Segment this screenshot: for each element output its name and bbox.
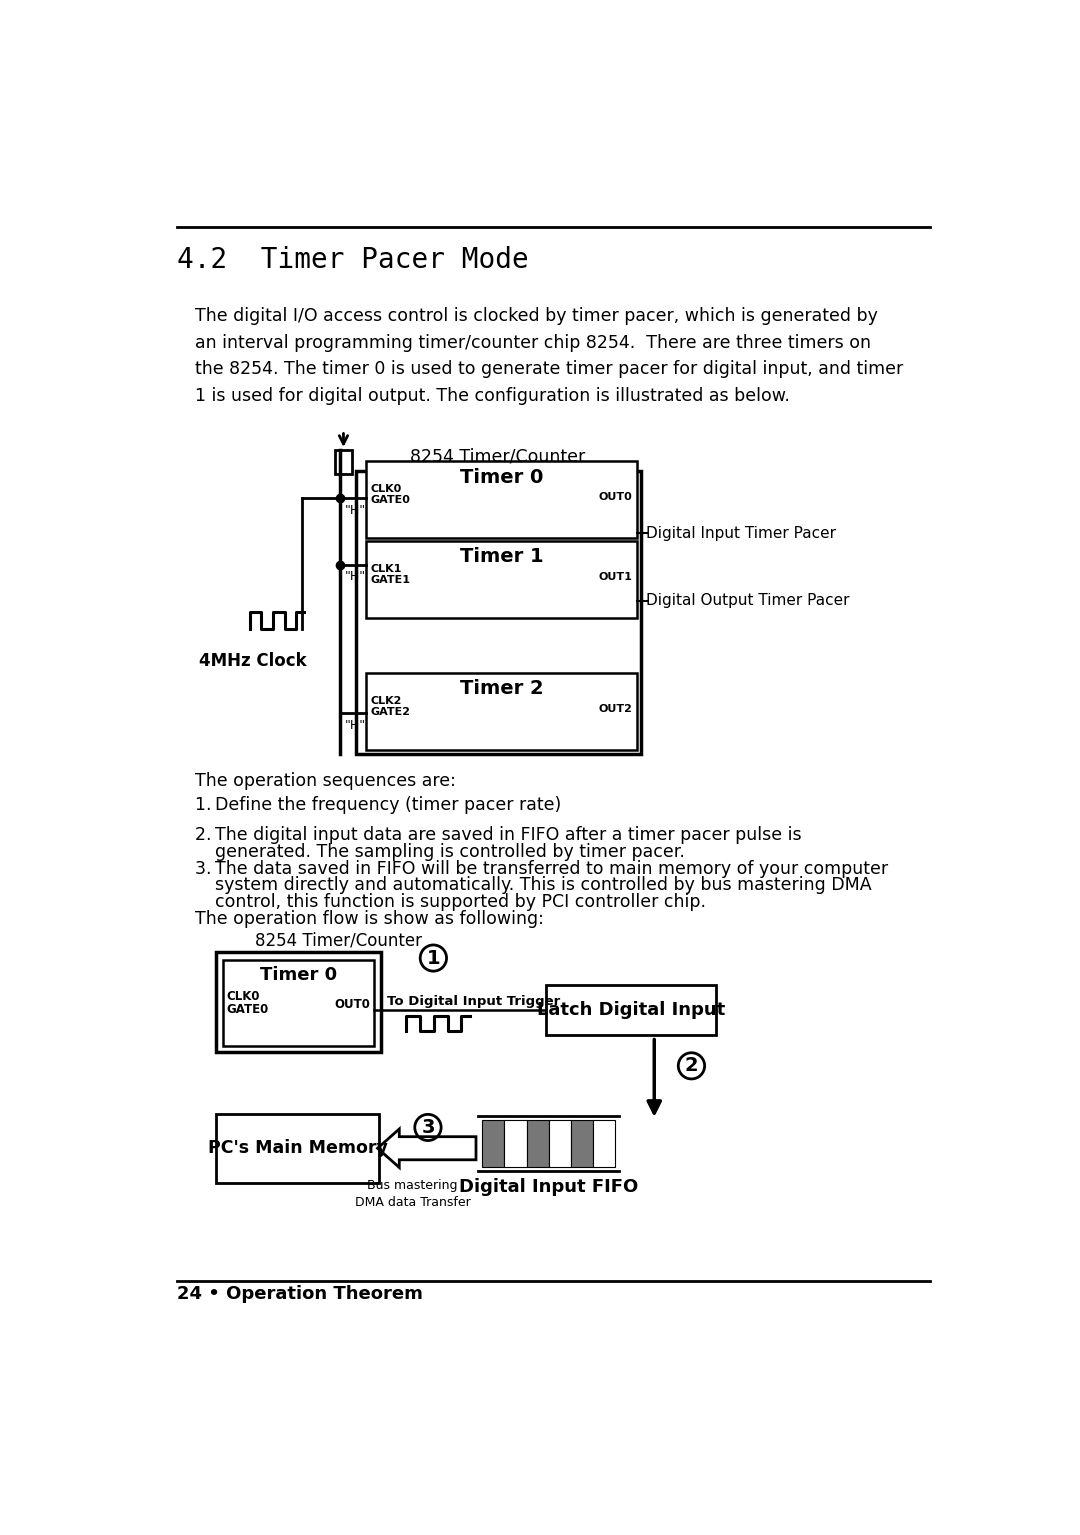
- Bar: [549, 1119, 571, 1168]
- Text: Digital Input Timer Pacer: Digital Input Timer Pacer: [647, 525, 837, 540]
- Bar: [527, 1119, 549, 1168]
- Text: GATE1: GATE1: [370, 574, 410, 585]
- Bar: [504, 1119, 527, 1168]
- Bar: [593, 1119, 616, 1168]
- Text: 1: 1: [427, 949, 441, 967]
- Text: OUT0: OUT0: [335, 998, 370, 1012]
- Text: OUT0: OUT0: [598, 493, 633, 502]
- Text: The digital I/O access control is clocked by timer pacer, which is generated by
: The digital I/O access control is clocke…: [195, 307, 904, 405]
- Text: "H": "H": [345, 569, 365, 583]
- FancyArrow shape: [378, 1128, 476, 1168]
- Text: The operation flow is show as following:: The operation flow is show as following:: [195, 910, 544, 927]
- Text: 4MHz Clock: 4MHz Clock: [199, 652, 306, 671]
- Text: Timer 0: Timer 0: [260, 966, 337, 984]
- Text: Digital Input FIFO: Digital Input FIFO: [459, 1177, 638, 1196]
- Text: Bus mastering
DMA data Transfer: Bus mastering DMA data Transfer: [354, 1179, 470, 1210]
- Text: GATE2: GATE2: [370, 708, 410, 717]
- Text: OUT1: OUT1: [598, 571, 633, 582]
- Text: 3: 3: [421, 1117, 434, 1137]
- Text: 8254 Timer/Counter: 8254 Timer/Counter: [255, 932, 422, 949]
- Text: "H": "H": [345, 503, 365, 517]
- Text: 3. The data saved in FIFO will be transferred to main memory of your computer: 3. The data saved in FIFO will be transf…: [195, 860, 889, 878]
- Text: 4.2  Timer Pacer Mode: 4.2 Timer Pacer Mode: [177, 246, 528, 273]
- Bar: [366, 540, 637, 617]
- Text: Timer 2: Timer 2: [460, 680, 543, 698]
- Text: Timer 1: Timer 1: [460, 546, 543, 566]
- Bar: [216, 952, 380, 1051]
- Bar: [216, 1113, 379, 1183]
- Text: generated. The sampling is controlled by timer pacer.: generated. The sampling is controlled by…: [195, 843, 686, 861]
- Text: PC's Main Memory: PC's Main Memory: [207, 1139, 388, 1157]
- Text: CLK0: CLK0: [227, 990, 260, 1004]
- Text: Timer 0: Timer 0: [460, 468, 543, 487]
- Bar: [335, 450, 352, 474]
- Text: GATE0: GATE0: [370, 496, 410, 505]
- Text: 8254 Timer/Counter: 8254 Timer/Counter: [410, 448, 585, 465]
- Bar: [356, 471, 642, 754]
- Text: To Digital Input Trigger: To Digital Input Trigger: [387, 995, 561, 1008]
- Text: CLK0: CLK0: [370, 485, 402, 494]
- Text: GATE0: GATE0: [227, 1002, 269, 1016]
- Text: CLK2: CLK2: [370, 697, 402, 706]
- Text: The operation sequences are:: The operation sequences are:: [195, 772, 457, 789]
- Bar: [545, 985, 716, 1035]
- Text: control, this function is supported by PCI controller chip.: control, this function is supported by P…: [195, 893, 706, 912]
- Text: "H": "H": [345, 720, 365, 732]
- Text: 1. Define the frequency (timer pacer rate): 1. Define the frequency (timer pacer rat…: [195, 797, 562, 815]
- Text: system directly and automatically. This is controlled by bus mastering DMA: system directly and automatically. This …: [195, 876, 872, 895]
- Bar: [482, 1119, 504, 1168]
- Text: CLK1: CLK1: [370, 563, 402, 574]
- Bar: [366, 462, 637, 539]
- Text: Digital Output Timer Pacer: Digital Output Timer Pacer: [647, 593, 850, 608]
- Text: 2: 2: [685, 1056, 699, 1076]
- Bar: [222, 959, 375, 1045]
- Text: 2. The digital input data are saved in FIFO after a timer pacer pulse is: 2. The digital input data are saved in F…: [195, 826, 802, 844]
- Text: Latch Digital Input: Latch Digital Input: [537, 1001, 725, 1019]
- Text: OUT2: OUT2: [598, 705, 633, 714]
- Bar: [571, 1119, 593, 1168]
- Text: 24 • Operation Theorem: 24 • Operation Theorem: [177, 1285, 422, 1303]
- Bar: [366, 674, 637, 751]
